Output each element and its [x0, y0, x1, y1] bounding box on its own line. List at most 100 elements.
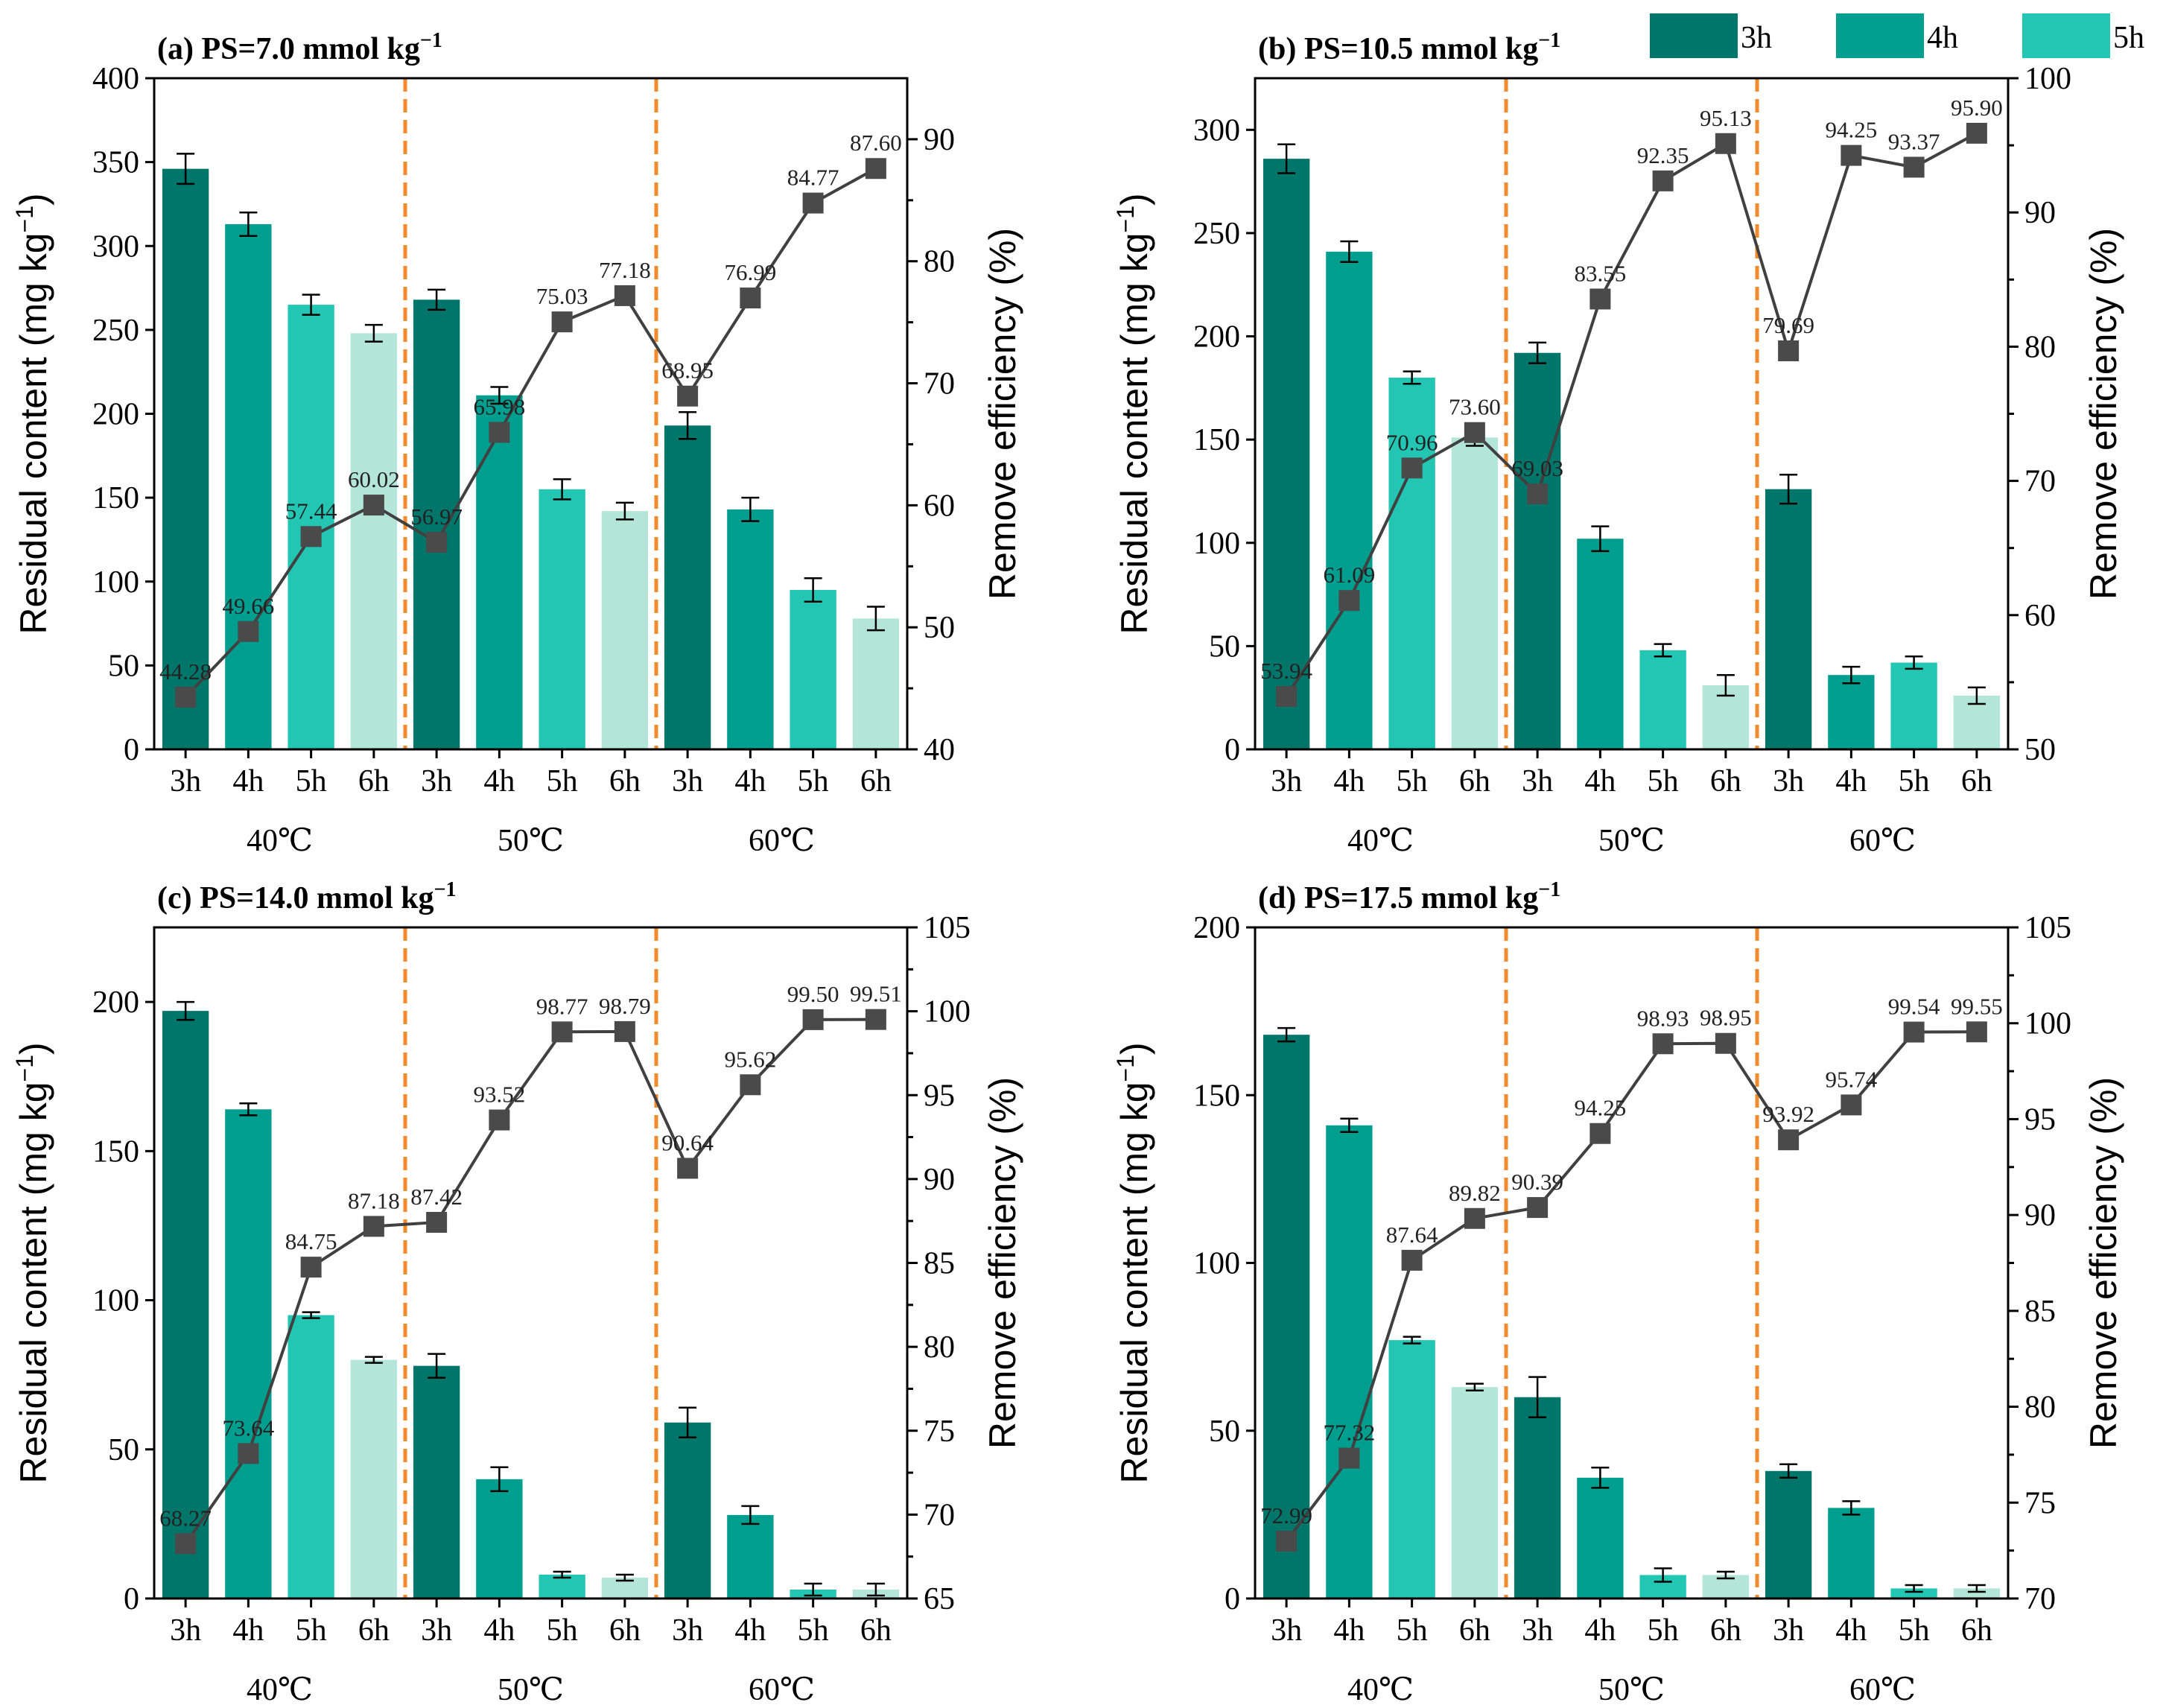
bar	[539, 1574, 585, 1599]
bar	[413, 1365, 460, 1599]
bar	[1326, 251, 1373, 749]
x-tick-label: 6h	[860, 764, 892, 799]
efficiency-label: 98.77	[536, 993, 588, 1019]
efficiency-marker	[865, 158, 886, 180]
x-tick-label: 3h	[170, 1613, 201, 1648]
y2-axis-label: Remove efficiency (%)	[2083, 1077, 2124, 1449]
y-tick-label: 100	[1193, 1247, 1240, 1281]
efficiency-marker	[300, 526, 322, 547]
group-label: 60℃	[749, 1673, 815, 1707]
y2-tick-label: 70	[2024, 1582, 2056, 1616]
bar	[1953, 1588, 2001, 1599]
efficiency-marker	[238, 620, 259, 642]
efficiency-label: 61.09	[1324, 562, 1376, 588]
bar	[727, 1514, 774, 1599]
group-label: 50℃	[498, 824, 564, 858]
efficiency-marker	[1903, 156, 1925, 178]
panel-title: (b) PS=10.5 mmol kg−1	[1258, 29, 1560, 66]
efficiency-marker	[551, 311, 573, 333]
group-label: 40℃	[247, 824, 313, 858]
bar	[162, 168, 209, 749]
y2-axis-label: Remove efficiency (%)	[982, 228, 1023, 600]
y2-tick-label: 100	[924, 995, 971, 1029]
efficiency-marker	[677, 1158, 699, 1179]
efficiency-label: 70.96	[1386, 429, 1438, 455]
y2-tick-label: 65	[924, 1582, 955, 1616]
y2-tick-label: 90	[924, 1163, 955, 1197]
efficiency-label: 87.42	[410, 1184, 463, 1210]
y2-tick-label: 50	[924, 611, 955, 645]
efficiency-label: 95.13	[1700, 105, 1752, 131]
efficiency-marker	[802, 192, 824, 214]
bar	[790, 590, 836, 749]
y2-tick-label: 95	[2024, 1102, 2056, 1137]
efficiency-label: 93.92	[1762, 1101, 1814, 1127]
efficiency-line	[184, 1018, 876, 1545]
panel-title: (c) PS=14.0 mmol kg−1	[157, 878, 457, 915]
y-tick-label: 200	[92, 398, 139, 432]
panel-d: 72.99 77.32 87.64 89.82 90.39 94.25 98.93 98.95…	[1112, 878, 2124, 1707]
panel-a: 44.28 49.66 57.44 60.02 56.97 65.98 75.03 77.18…	[11, 29, 1023, 858]
y2-axis-label: Remove efficiency (%)	[2083, 228, 2124, 600]
legend-label: 4h	[1927, 21, 1958, 55]
bar	[350, 1359, 398, 1599]
bar	[1765, 489, 1812, 749]
bar	[852, 618, 900, 749]
y-tick-label: 300	[92, 229, 139, 264]
efficiency-marker	[740, 288, 761, 309]
y2-tick-label: 60	[924, 489, 955, 523]
y-tick-label: 0	[124, 1582, 139, 1616]
legend-label: 5h	[2113, 21, 2144, 55]
panel-title: (d) PS=17.5 mmol kg−1	[1258, 878, 1560, 915]
efficiency-marker	[1276, 686, 1298, 708]
y-tick-label: 0	[1225, 1582, 1240, 1616]
y-tick-label: 200	[1193, 911, 1240, 945]
y2-tick-label: 100	[2024, 62, 2071, 96]
efficiency-marker	[1338, 1447, 1360, 1469]
x-tick-label: 5h	[1648, 764, 1679, 799]
group-label: 60℃	[1849, 1673, 1916, 1707]
x-tick-label: 5h	[296, 764, 327, 799]
efficiency-marker	[740, 1074, 761, 1096]
group-label: 60℃	[1849, 824, 1916, 858]
efficiency-marker	[865, 1009, 886, 1030]
y2-tick-label: 95	[924, 1079, 955, 1113]
x-tick-label: 5h	[1397, 1613, 1428, 1648]
efficiency-marker	[1464, 1207, 1485, 1229]
efficiency-marker	[1778, 340, 1800, 361]
x-tick-label: 4h	[232, 764, 264, 799]
y2-tick-label: 70	[2024, 465, 2056, 499]
y-tick-label: 250	[1193, 217, 1240, 251]
efficiency-label: 84.75	[285, 1228, 337, 1254]
efficiency-marker	[614, 1020, 635, 1042]
bar	[1451, 1387, 1499, 1599]
efficiency-marker	[1778, 1129, 1800, 1151]
x-tick-label: 6h	[1459, 764, 1490, 799]
efficiency-marker	[426, 1211, 448, 1233]
bar	[225, 1109, 272, 1599]
y2-tick-label: 85	[2024, 1295, 2056, 1329]
bar	[1388, 1340, 1435, 1599]
efficiency-label: 65.98	[474, 393, 526, 419]
y2-axis-label: Remove efficiency (%)	[982, 1077, 1023, 1449]
bar	[1890, 1588, 1937, 1599]
bar	[1828, 1508, 1875, 1599]
efficiency-label: 87.64	[1386, 1222, 1438, 1248]
y-tick-label: 100	[92, 1284, 139, 1318]
x-tick-label: 3h	[421, 764, 452, 799]
efficiency-marker	[1841, 1094, 1862, 1116]
y-tick-label: 300	[1193, 113, 1240, 147]
legend-swatch	[1650, 13, 1738, 58]
efficiency-marker	[1589, 1123, 1611, 1144]
y-axis-label: Residual content (mg kg−1)	[11, 1042, 54, 1483]
bar	[1765, 1470, 1812, 1599]
y2-tick-label: 90	[2024, 1199, 2056, 1233]
x-tick-label: 5h	[798, 764, 829, 799]
efficiency-marker	[1589, 288, 1611, 310]
x-tick-label: 4h	[1835, 764, 1867, 799]
y2-tick-label: 105	[2024, 911, 2071, 945]
bar	[664, 1422, 711, 1599]
bar	[350, 333, 398, 749]
bar	[1388, 377, 1435, 749]
